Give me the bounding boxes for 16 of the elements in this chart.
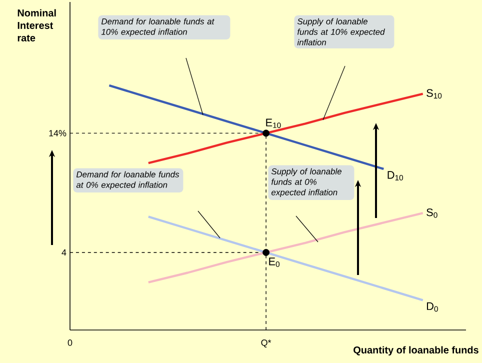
- annotation: Supply of loanable funds at 10% expected inflation: [297, 18, 385, 46]
- series-label: D$_{10}$: [388, 171, 404, 180]
- series-label: S$_{0}$: [426, 208, 438, 218]
- y-tick-label: 4: [62, 249, 66, 256]
- annotation: Demand for loanable funds at 10% expected inflation: [101, 18, 214, 37]
- series-label: S$_{10}$: [426, 89, 442, 99]
- series-label: E$_{10}$: [266, 118, 281, 128]
- x-tick-label: 0: [68, 340, 72, 346]
- y-axis-title: Nominal Interest rate: [18, 9, 56, 42]
- y-tick-label: 14%: [49, 130, 66, 136]
- series-label: D$_{0}$: [426, 302, 438, 312]
- annotation: Supply of loanable funds at 0% expected inflation: [271, 168, 342, 198]
- series-label: E$_{0}$: [269, 258, 280, 267]
- annotation: Demand for loanable funds at 0% expected inflation: [76, 171, 180, 190]
- x-tick-label: Q*: [261, 340, 272, 348]
- x-axis-title: Quantity of loanable funds: [354, 346, 478, 356]
